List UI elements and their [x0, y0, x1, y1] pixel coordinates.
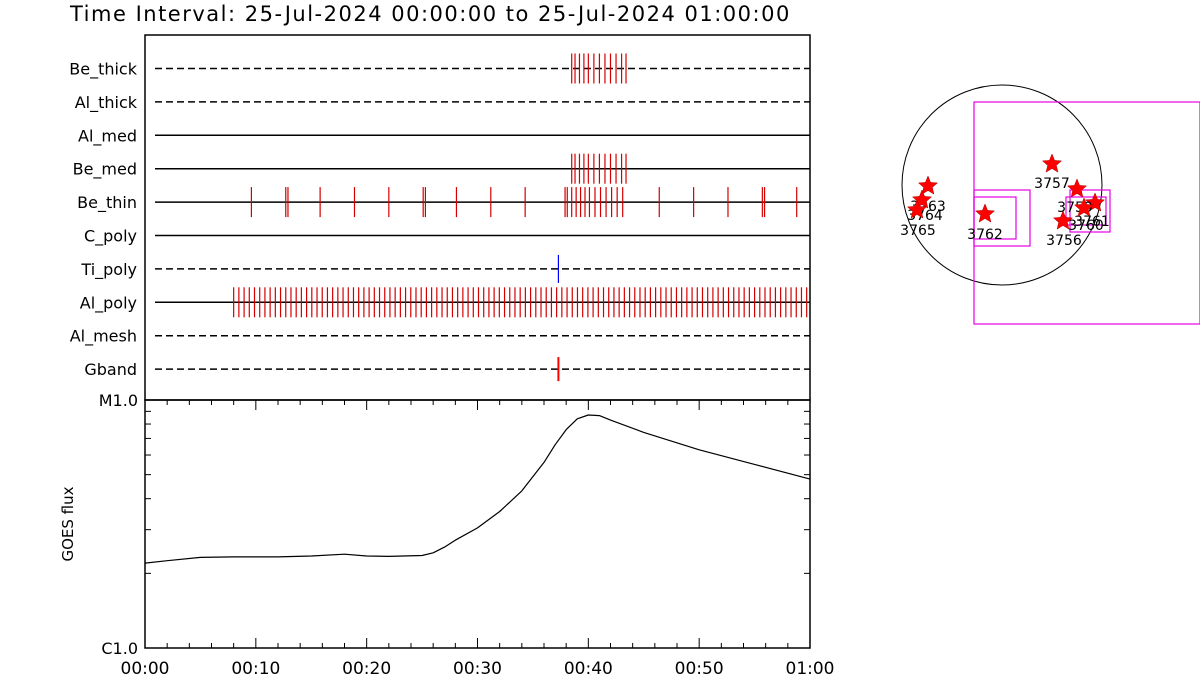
- active-region-label-3757: 3757: [1034, 176, 1070, 192]
- track-label-Al_thick: Al_thick: [75, 93, 138, 113]
- fov-box-2: [973, 196, 1017, 240]
- timeline-frame: [144, 34, 811, 401]
- active-region-star-3763: [917, 175, 939, 195]
- active-region-label-3756: 3756: [1046, 233, 1082, 249]
- active-region-star-3762: [974, 203, 996, 223]
- xtick-label-00:50: 00:50: [675, 659, 724, 679]
- xtick-label-00:30: 00:30: [453, 659, 502, 679]
- track-label-Be_med: Be_med: [73, 160, 137, 180]
- goes-flux-line: [144, 414, 811, 564]
- xtick-label-00:10: 00:10: [231, 659, 280, 679]
- active-region-star-3759: [1066, 178, 1088, 198]
- page-title: Time Interval: 25-Jul-2024 00:00:00 to 2…: [70, 2, 791, 26]
- active-region-label-3761: 3761: [1074, 214, 1110, 230]
- fov-box-4: [1065, 196, 1107, 226]
- track-label-Gband: Gband: [84, 360, 137, 379]
- ytick-label-C1.0: C1.0: [101, 639, 138, 658]
- active-region-star-3760: [1073, 197, 1095, 217]
- ytick-label-M1.0: M1.0: [99, 391, 138, 410]
- active-region-label-3765: 3765: [900, 223, 936, 239]
- track-label-C_poly: C_poly: [84, 227, 137, 247]
- xtick-label-01:00: 01:00: [786, 659, 835, 679]
- y-axis-title: GOES flux: [59, 486, 77, 561]
- xtick-label-00:40: 00:40: [564, 659, 613, 679]
- timeline-panel: Be_thick Al_thick Al_med Be_med Be_thin C_pol…: [69, 34, 811, 401]
- solar-disk: [901, 84, 1103, 286]
- active-region-star-3756: [1052, 210, 1074, 230]
- active-region-star-3757: [1041, 153, 1063, 173]
- track-label-Be_thick: Be_thick: [69, 60, 137, 80]
- xtick-label-00:00: 00:00: [121, 659, 170, 679]
- goes-flux-panel: C1.0 M1.0 GOES flux 00:00 00:10 00:20 00:30 00:…: [59, 391, 835, 679]
- track-label-Al_mesh: Al_mesh: [70, 327, 137, 347]
- active-region-label-3760: 3760: [1068, 218, 1104, 234]
- active-region-star-3765: [906, 199, 928, 219]
- xtick-label-00:20: 00:20: [342, 659, 391, 679]
- track-label-Ti_poly: Ti_poly: [80, 260, 137, 280]
- track-label-Al_med: Al_med: [78, 126, 137, 146]
- fov-box-3: [1069, 189, 1111, 233]
- active-region-label-3762: 3762: [967, 227, 1003, 243]
- track-label-Be_thin: Be_thin: [77, 193, 137, 213]
- goes-frame: [144, 399, 811, 649]
- track-label-Al_poly: Al_poly: [80, 293, 137, 313]
